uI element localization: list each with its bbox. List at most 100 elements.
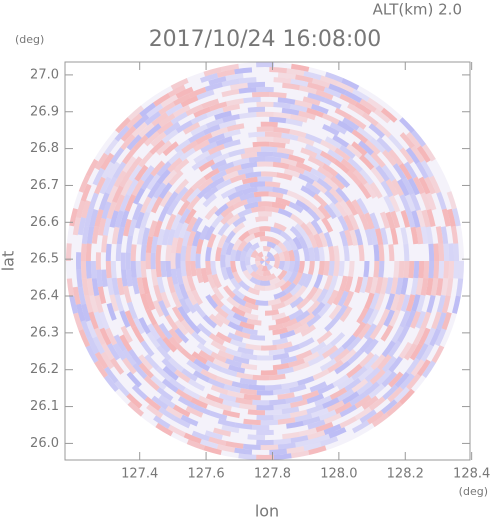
radar-cell: [441, 295, 451, 314]
y-unit: (deg): [15, 33, 44, 46]
radar-cell: [425, 192, 437, 211]
radar-cell: [76, 303, 86, 322]
radar-cell: [294, 99, 313, 109]
radar-cell: [97, 217, 107, 236]
radar-cell: [302, 234, 313, 249]
radar-cell: [301, 390, 320, 401]
radar-cell: [416, 209, 426, 228]
radar-cell: [290, 409, 308, 419]
y-tick-label: 26.2: [30, 362, 59, 377]
radar-cell: [257, 201, 273, 207]
radar-cell: [218, 393, 237, 403]
radar-cell: [338, 261, 345, 277]
radar-cell: [272, 362, 290, 371]
radar-cell: [160, 291, 171, 309]
radar-cell: [282, 239, 293, 252]
radar-cell: [196, 89, 215, 101]
radar-cell: [405, 294, 416, 312]
radar-cell: [341, 78, 360, 91]
radar-cell: [277, 97, 296, 105]
radar-cell: [218, 119, 237, 129]
radar-cell: [212, 286, 224, 301]
radar-cell: [220, 254, 226, 268]
radar-cell: [385, 211, 396, 229]
radar-cell: [370, 354, 386, 371]
radar-cell: [310, 219, 323, 235]
radar-cell: [212, 273, 222, 289]
radar-cell: [81, 303, 91, 322]
radar-cell: [199, 225, 210, 241]
radar-cell: [369, 323, 383, 340]
radar-cell: [99, 327, 112, 346]
radar-cell: [288, 201, 304, 214]
radar-cell: [399, 388, 415, 405]
radar-cell: [378, 308, 390, 326]
radar-cell: [256, 101, 274, 107]
radar-cell: [333, 245, 340, 261]
radar-cell: [364, 292, 375, 310]
radar-cell: [181, 368, 198, 382]
radar-cell: [138, 151, 153, 168]
radar-cell: [202, 314, 217, 329]
radar-cell: [151, 395, 169, 410]
radar-cell: [193, 370, 210, 383]
radar-cell: [416, 359, 431, 377]
radar-cell: [273, 453, 292, 460]
radar-cell: [269, 67, 287, 74]
y-tick-label: 26.0: [30, 436, 59, 451]
radar-cell: [245, 171, 262, 179]
radar-cell: [232, 238, 243, 251]
radar-cell: [158, 205, 170, 222]
radar-cell: [172, 404, 191, 418]
radar-cell: [232, 215, 247, 228]
radar-cell: [158, 113, 176, 128]
radar-cell: [228, 148, 246, 158]
radar-cell: [234, 329, 251, 340]
radar-cell: [138, 317, 151, 335]
radar-cell: [265, 206, 280, 213]
radar-cell: [181, 140, 198, 154]
radar-cell: [126, 134, 142, 151]
radar-cell: [251, 424, 270, 431]
radar-cell: [234, 422, 253, 430]
radar-cell: [398, 163, 413, 181]
radar-cell: [259, 280, 271, 286]
radar-cell: [130, 244, 137, 261]
radar-cell: [420, 160, 434, 178]
radar-cell: [361, 112, 379, 127]
radar-cell: [261, 344, 277, 351]
radar-cell: [388, 149, 403, 166]
radar-cell: [125, 252, 131, 270]
radar-cell: [292, 361, 310, 372]
radar-cell: [249, 276, 261, 286]
radar-cell: [114, 294, 125, 312]
radar-cell: [364, 338, 379, 355]
radar-cell: [191, 216, 203, 233]
radar-cell: [279, 292, 293, 303]
radar-cell: [288, 249, 295, 261]
y-tick-label: 26.8: [30, 141, 59, 156]
radar-cell: [354, 276, 364, 294]
radar-cell: [107, 161, 121, 179]
radar-cell: [124, 194, 137, 212]
radar-cell: [221, 424, 240, 434]
radar-cell: [170, 237, 179, 254]
radar-cell: [303, 351, 320, 363]
radar-cell: [303, 441, 322, 451]
x-axis-label: lon: [255, 502, 279, 521]
radar-cell: [204, 82, 223, 92]
radar-cell: [328, 427, 347, 439]
radar-cell: [175, 388, 193, 402]
radar-cell: [101, 269, 108, 288]
radar-cell: [250, 270, 260, 280]
y-tick-label: 26.6: [30, 215, 59, 230]
radar-cell: [373, 261, 380, 278]
radar-cell: [94, 208, 104, 227]
radar-cell: [284, 282, 297, 295]
radar-cell: [265, 256, 269, 261]
radar-cell: [272, 161, 290, 170]
radar-cell: [411, 294, 421, 312]
radar-cell: [115, 117, 131, 134]
radar-cell: [245, 247, 254, 258]
radar-cell: [259, 226, 271, 232]
